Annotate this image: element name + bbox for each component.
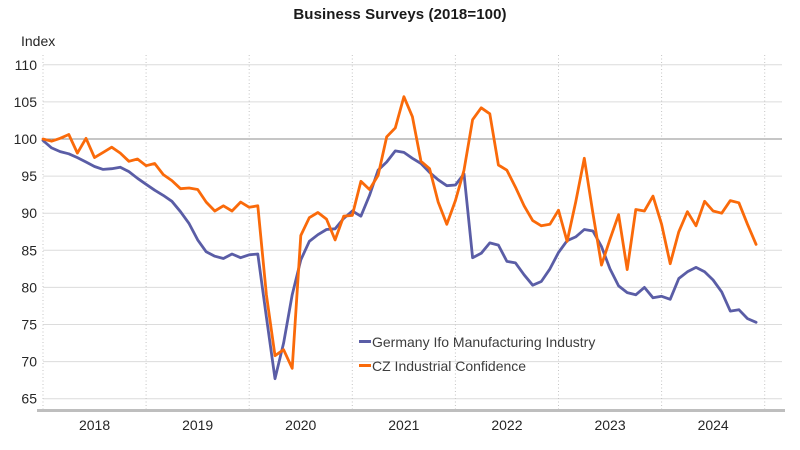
x-axis-tick-label-2020: 2020 (285, 417, 316, 433)
y-axis-tick-label-75: 75 (21, 317, 37, 333)
y-axis-tick-label-90: 90 (21, 205, 37, 221)
x-axis-tick-label-2022: 2022 (491, 417, 522, 433)
y-axis-tick-label-100: 100 (14, 131, 38, 147)
legend-label-cz-confidence: CZ Industrial Confidence (372, 357, 527, 374)
y-axis-tick-label-70: 70 (21, 354, 37, 370)
legend-swatch-cz-confidence-icon (359, 364, 371, 367)
y-axis-tick-label-105: 105 (14, 94, 38, 110)
x-axis-tick-label-2024: 2024 (698, 417, 729, 433)
x-axis-tick-label-2021: 2021 (388, 417, 419, 433)
y-axis-tick-label-80: 80 (21, 279, 37, 295)
legend-label-germany-ifo: Germany Ifo Manufacturing Industry (372, 333, 596, 350)
legend-item-germany-ifo: Germany Ifo Manufacturing Industry (359, 331, 595, 352)
y-axis-tick-label-85: 85 (21, 242, 37, 258)
y-axis-unit-label: Index (21, 33, 56, 49)
x-axis-tick-label-2023: 2023 (594, 417, 625, 433)
y-axis-tick-label-65: 65 (21, 391, 37, 407)
line-cz-confidence (41, 95, 758, 370)
y-axis-tick-label-95: 95 (21, 168, 37, 184)
legend: Germany Ifo Manufacturing Industry CZ In… (359, 331, 595, 376)
legend-swatch-germany-ifo-icon (359, 340, 371, 343)
x-axis-tick-label-2018: 2018 (79, 417, 110, 433)
y-axis-tick-label-110: 110 (15, 57, 38, 73)
legend-item-cz-confidence: CZ Industrial Confidence (359, 355, 595, 376)
line-germany-ifo (41, 139, 758, 381)
chart-title: Business Surveys (2018=100) (293, 6, 507, 23)
x-axis-tick-label-2019: 2019 (182, 417, 213, 433)
